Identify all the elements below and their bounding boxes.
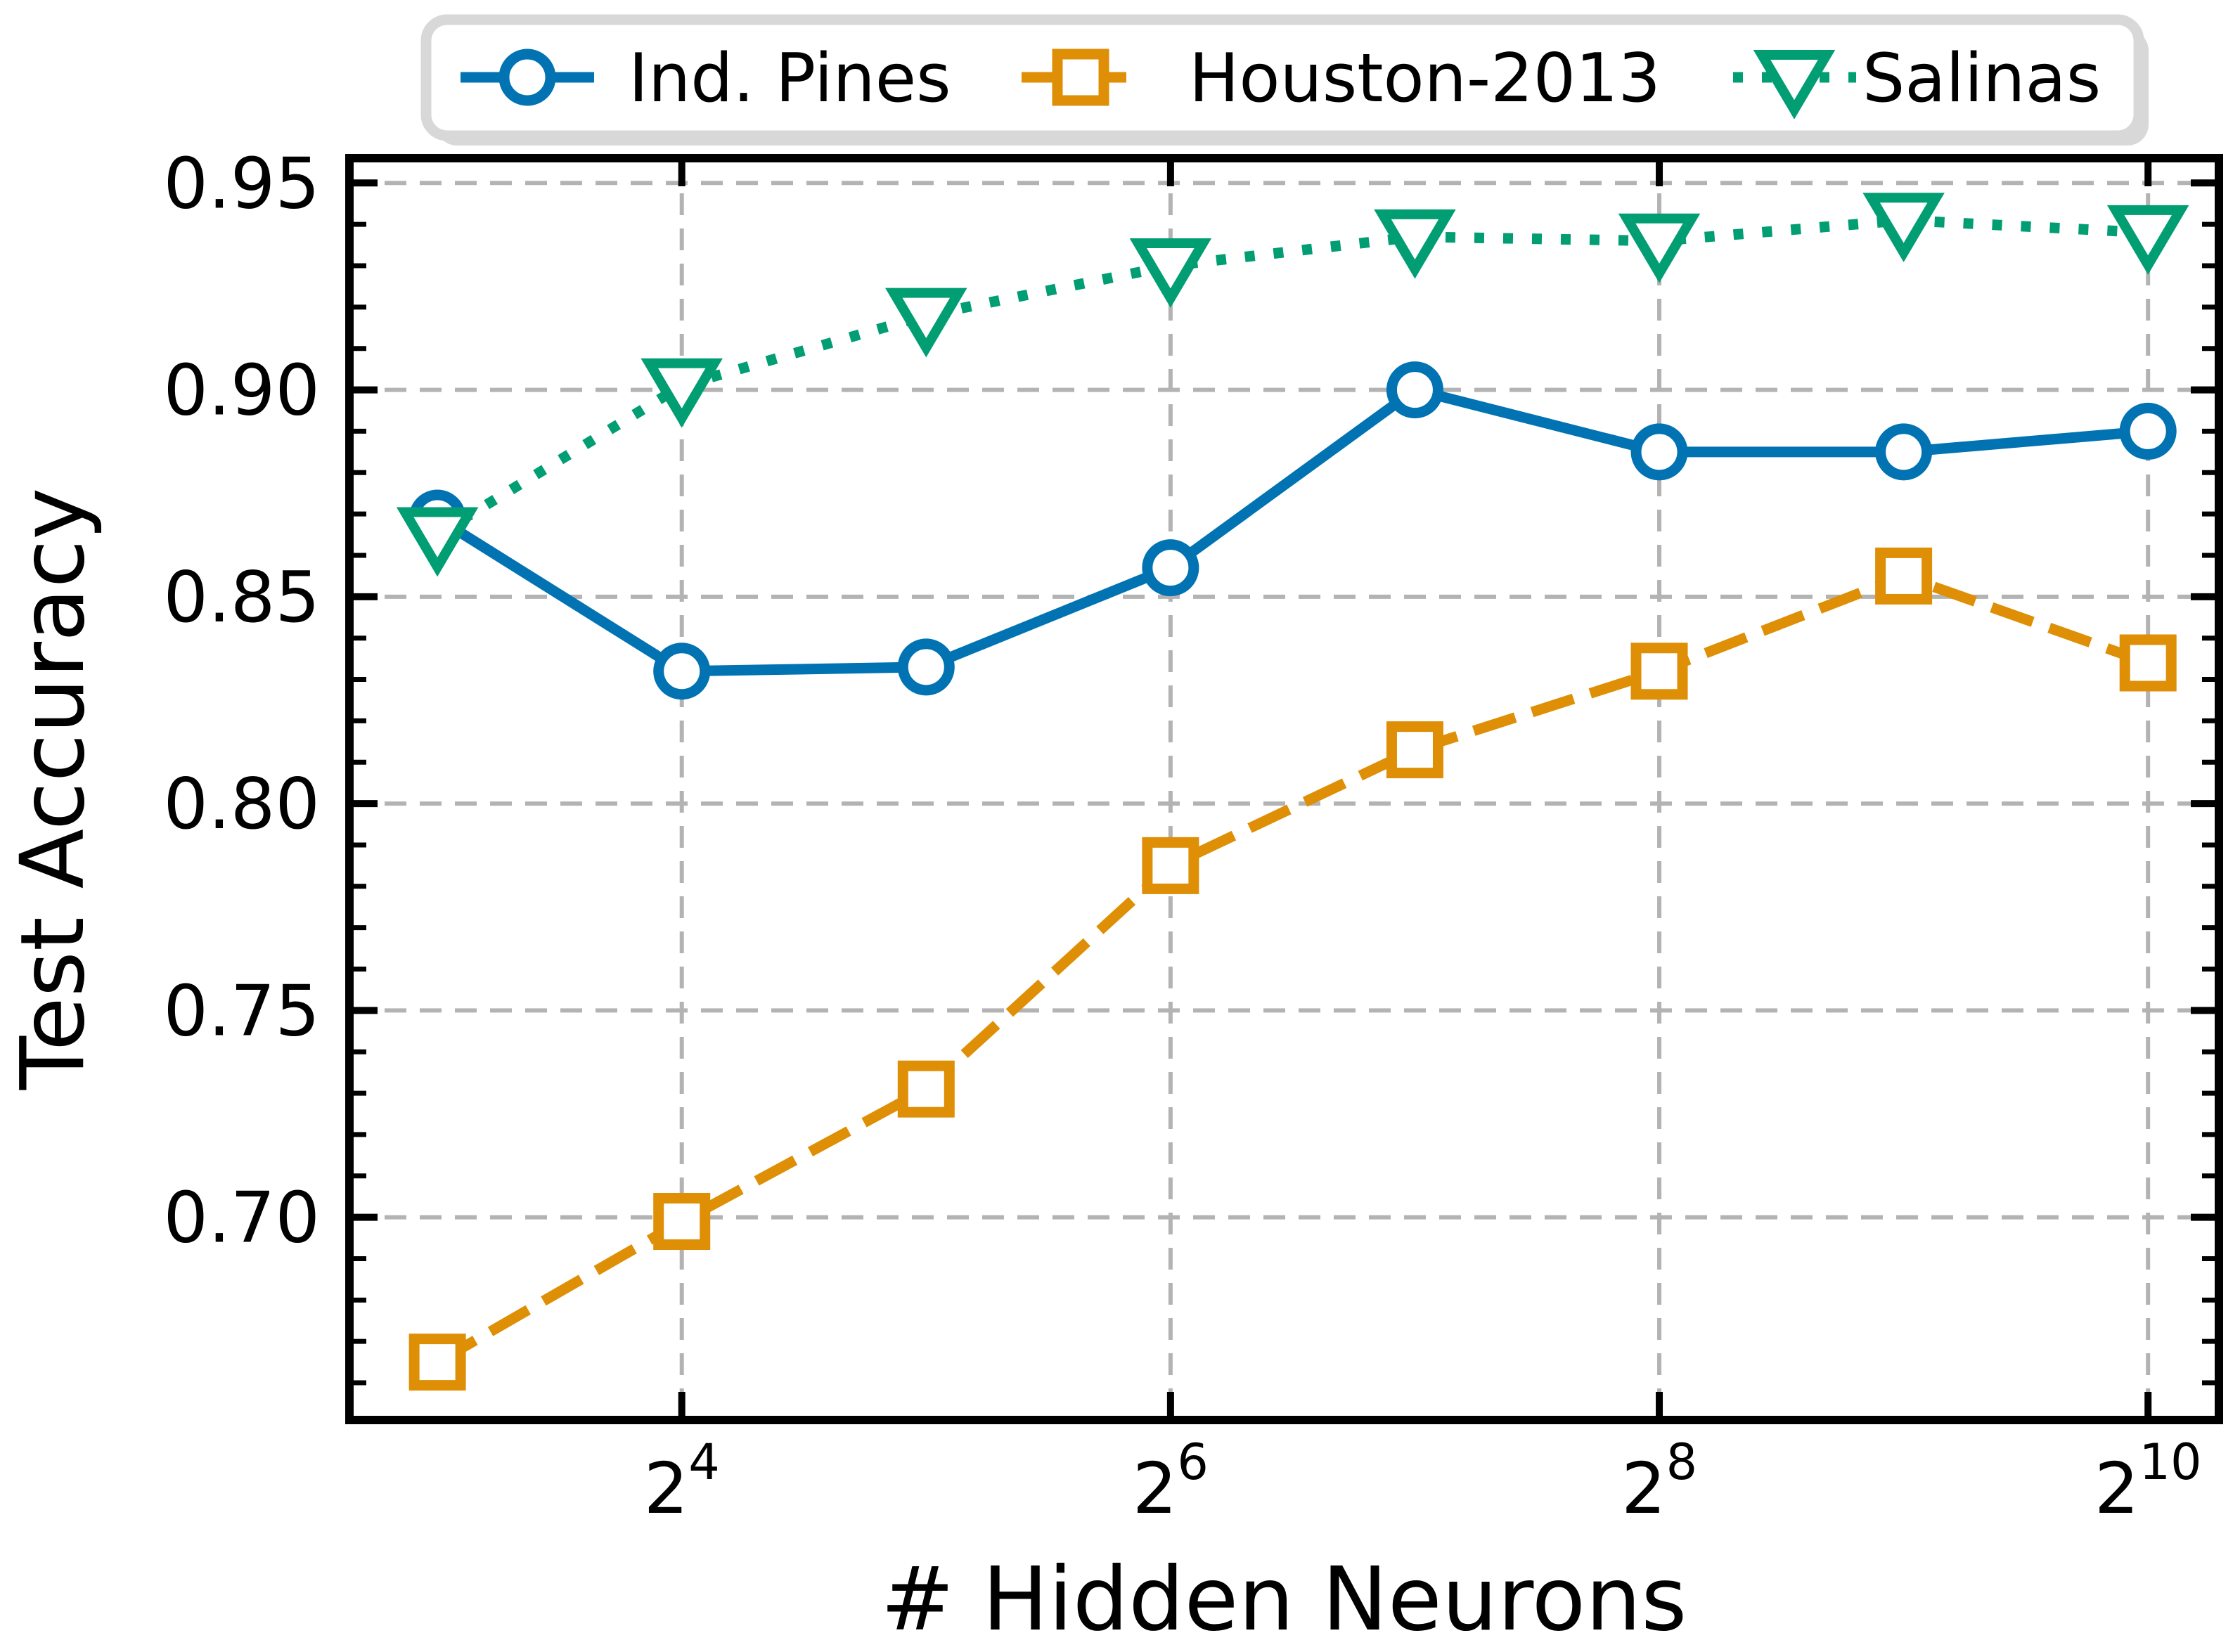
y-tick-label: 0.90 xyxy=(163,349,320,432)
square-marker xyxy=(653,1193,711,1251)
triangle-down-marker xyxy=(641,358,723,428)
tick-marks xyxy=(349,158,2219,1420)
series-line xyxy=(435,570,2150,1367)
square-marker xyxy=(408,1334,466,1391)
y-tick-label: 0.85 xyxy=(163,556,320,638)
x-tick-label: 26 xyxy=(1133,1433,1209,1530)
triangle-down-marker xyxy=(1374,209,1456,279)
square-marker xyxy=(897,1060,955,1118)
triangle-down-marker xyxy=(1618,213,1701,283)
triangle-down-marker xyxy=(885,288,967,358)
x-tick-label: 28 xyxy=(1621,1433,1697,1530)
series-salinas xyxy=(396,193,2189,577)
triangle-down-marker xyxy=(1129,238,1212,308)
x-tick-label: 210 xyxy=(2094,1433,2202,1530)
square-marker xyxy=(2119,634,2177,692)
circle-marker xyxy=(1875,423,1933,481)
square-marker xyxy=(1630,643,1688,700)
triangle-down-marker xyxy=(396,507,479,577)
legend-label-salinas: Salinas xyxy=(1862,40,2101,117)
data-series xyxy=(396,193,2189,1391)
square-marker xyxy=(1052,49,1109,106)
y-tick-label: 0.75 xyxy=(163,969,320,1052)
circle-marker xyxy=(653,643,711,700)
circle-marker xyxy=(2119,402,2177,460)
circle-marker xyxy=(1142,539,1199,597)
circle-marker xyxy=(1630,423,1688,481)
tick-labels: 0.95 0.90 0.85 0.80 0.75 0.70 24 26 28 210 xyxy=(163,142,2201,1530)
axes-frame xyxy=(345,154,2223,1424)
legend-samples xyxy=(461,49,1856,120)
x-axis-label: # Hidden Neurons xyxy=(881,1549,1687,1651)
legend-label-ind-pines: Ind. Pines xyxy=(629,40,951,117)
square-marker xyxy=(1875,547,1933,605)
square-marker xyxy=(1386,721,1443,779)
x-tick-label: 24 xyxy=(644,1433,720,1530)
series-line xyxy=(435,384,2149,677)
triangle-down-marker xyxy=(1753,50,1836,120)
legend-box xyxy=(420,14,2144,141)
gridlines xyxy=(349,158,2219,1420)
square-marker xyxy=(1142,837,1199,894)
circle-marker xyxy=(897,638,955,696)
triangle-down-marker xyxy=(2106,205,2189,275)
y-tick-label: 0.95 xyxy=(163,142,320,224)
legend: Ind. Pines Houston-2013 Salinas xyxy=(420,14,2149,146)
circle-marker xyxy=(498,49,556,106)
y-tick-label: 0.80 xyxy=(163,763,320,845)
legend-label-houston-2013: Houston-2013 xyxy=(1189,40,1661,117)
plot-border xyxy=(345,154,2223,1424)
y-tick-label: 0.70 xyxy=(163,1177,320,1259)
y-axis-label: Test Accuracy xyxy=(2,488,104,1091)
triangle-down-marker xyxy=(1862,193,1945,263)
series-houston-2013 xyxy=(408,547,2177,1391)
circle-marker xyxy=(1386,361,1443,419)
